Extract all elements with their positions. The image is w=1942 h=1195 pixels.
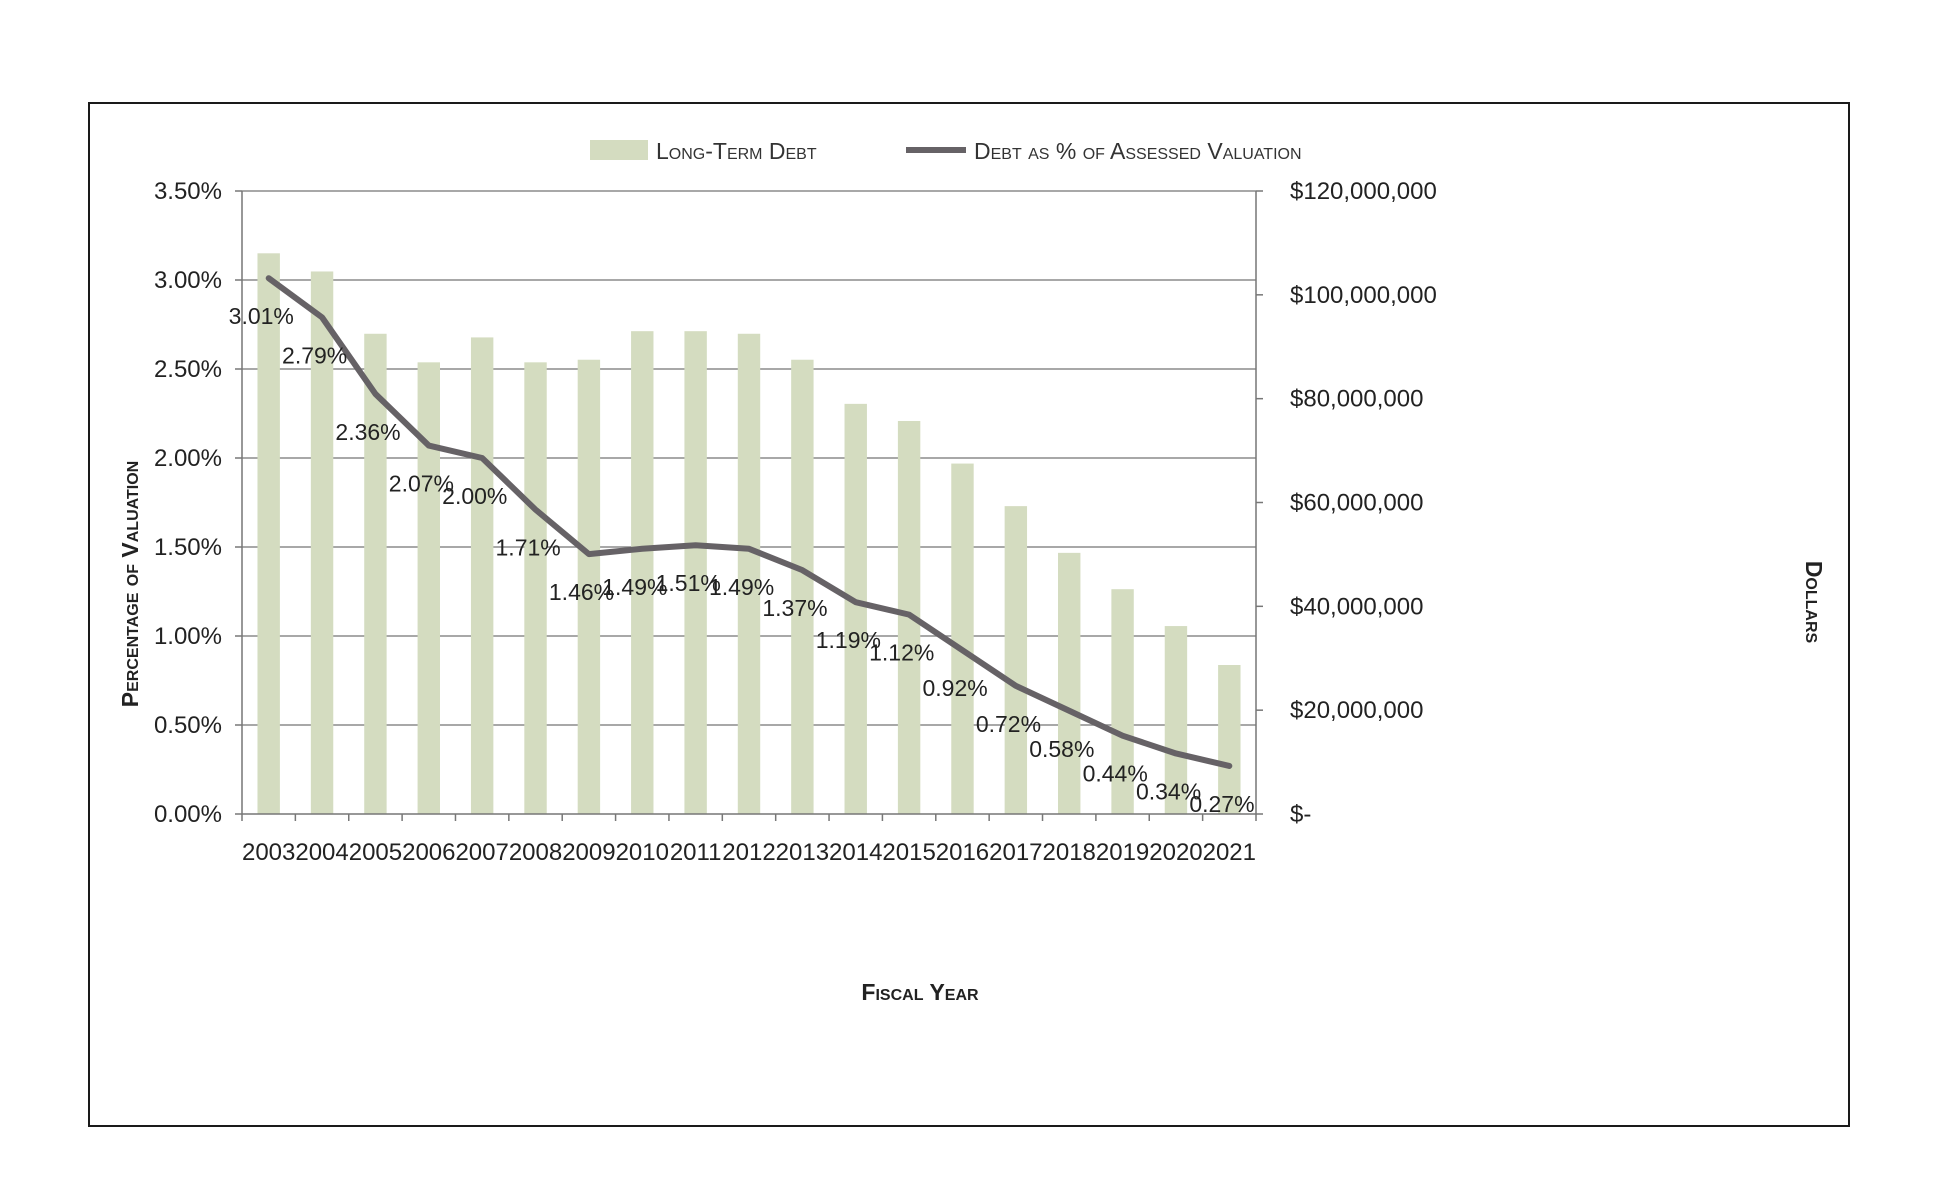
data-label: 3.01% <box>229 303 294 329</box>
bar-long-term-debt <box>631 331 654 814</box>
x-tick-label: 2004 <box>295 839 348 866</box>
y-tick-label-left: 3.00% <box>154 267 222 294</box>
x-tick-label: 2003 <box>242 839 295 866</box>
data-label: 1.19% <box>816 627 881 653</box>
bar-long-term-debt <box>1004 506 1028 814</box>
data-label: 2.79% <box>282 342 347 368</box>
x-tick-label: 2015 <box>882 839 935 866</box>
axes <box>235 190 1263 821</box>
debt-chart: 3.01%2.79%2.36%2.07%2.00%1.71%1.46%1.49%… <box>117 138 1827 1005</box>
x-tick-label: 2009 <box>562 839 615 866</box>
legend: Long-Term Debt Debt as % of Assessed Val… <box>590 138 1302 164</box>
x-tick-label: 2007 <box>455 839 508 866</box>
data-label: 0.92% <box>922 675 987 701</box>
y-axis-title-left: Percentage of Valuation <box>117 461 143 707</box>
x-tick-label: 2016 <box>936 839 989 866</box>
x-tick-label: 2006 <box>402 839 455 866</box>
y-tick-label-left: 1.00% <box>154 623 222 650</box>
bar-long-term-debt <box>417 362 440 814</box>
bar-long-term-debt <box>1218 664 1241 814</box>
line-series <box>265 275 1233 769</box>
data-label: 2.36% <box>335 419 400 445</box>
x-tick-label: 2005 <box>349 839 402 866</box>
data-label: 0.72% <box>976 711 1041 737</box>
bar-long-term-debt <box>951 463 974 814</box>
x-tick-label: 2020 <box>1149 839 1202 866</box>
bar-long-term-debt <box>791 359 814 814</box>
bar-long-term-debt <box>1058 552 1081 814</box>
y-tick-label-left: 0.50% <box>154 712 222 739</box>
y-tick-label-right: $120,000,000 <box>1290 178 1437 205</box>
data-label: 0.34% <box>1136 778 1201 804</box>
chart-frame: 3.01% 2.79% 2.36% 2.07% 2.00% 1.71% 1.46% 1.49%… <box>88 102 1850 1127</box>
bar-long-term-debt <box>844 403 867 814</box>
bar-long-term-debt <box>364 333 387 814</box>
legend-label-bar: Long-Term Debt <box>656 138 817 164</box>
y-tick-label-left: 2.50% <box>154 356 222 383</box>
x-tick-label: 2012 <box>722 839 775 866</box>
data-label: 0.58% <box>1029 736 1094 762</box>
y-tick-label-right: $80,000,000 <box>1290 386 1423 413</box>
y-tick-label-right: $20,000,000 <box>1290 697 1423 724</box>
data-label: 2.07% <box>389 471 454 497</box>
y-tick-label-left: 3.50% <box>154 178 222 205</box>
y-tick-label-right: $100,000,000 <box>1290 282 1437 309</box>
data-label: 1.51% <box>656 570 721 596</box>
x-axis-title: Fiscal Year <box>861 979 979 1005</box>
bar-long-term-debt <box>577 359 601 814</box>
bar-long-term-debt <box>310 271 334 814</box>
data-label: 1.49% <box>602 574 667 600</box>
data-label: 1.37% <box>762 595 827 621</box>
bar-long-term-debt <box>684 331 707 814</box>
y-axis-title-right: Dollars <box>1801 561 1827 644</box>
x-tick-label: 2013 <box>776 839 829 866</box>
x-tick-label: 2017 <box>989 839 1042 866</box>
x-tick-label: 2008 <box>509 839 562 866</box>
y-tick-label-left: 1.50% <box>154 534 222 561</box>
bar-long-term-debt <box>1111 589 1134 814</box>
data-label: 1.12% <box>869 640 934 666</box>
data-label: 0.44% <box>1083 761 1148 787</box>
x-tick-label: 2011 <box>670 839 722 866</box>
y-tick-label-right: $60,000,000 <box>1290 490 1423 517</box>
data-label: 1.46% <box>549 579 614 605</box>
legend-swatch-bar <box>590 140 648 160</box>
bar-long-term-debt <box>257 253 280 815</box>
line-debt-pct <box>265 275 1233 769</box>
bar-long-term-debt <box>470 337 494 814</box>
y-tick-label-right: $- <box>1290 801 1311 828</box>
bar-long-term-debt <box>737 333 761 814</box>
legend-label-line: Debt as % of Assessed Valuation <box>974 138 1302 164</box>
tick-labels: 0.00% 0.50% 1.00% 1.50% 2.00% 2.50% 3.00% 3.50%… <box>154 178 1437 866</box>
data-label: 2.00% <box>442 483 507 509</box>
data-label: 0.27% <box>1189 791 1254 817</box>
data-label: 1.71% <box>496 535 561 561</box>
bar-long-term-debt <box>524 362 547 814</box>
data-label: 1.49% <box>709 574 774 600</box>
data-labels: 3.01%2.79%2.36%2.07%2.00%1.71%1.46%1.49%… <box>229 303 1255 817</box>
y-tick-label-left: 0.00% <box>154 801 222 828</box>
y-tick-label-right: $40,000,000 <box>1290 593 1423 620</box>
bar-long-term-debt <box>1164 626 1188 814</box>
bar-series <box>257 253 1241 815</box>
y-tick-label-left: 2.00% <box>154 445 222 472</box>
x-tick-label: 2021 <box>1203 839 1256 866</box>
x-tick-label: 2019 <box>1096 839 1149 866</box>
x-tick-label: 2010 <box>616 839 669 866</box>
x-tick-label: 2018 <box>1043 839 1096 866</box>
x-tick-label: 2014 <box>829 839 882 866</box>
